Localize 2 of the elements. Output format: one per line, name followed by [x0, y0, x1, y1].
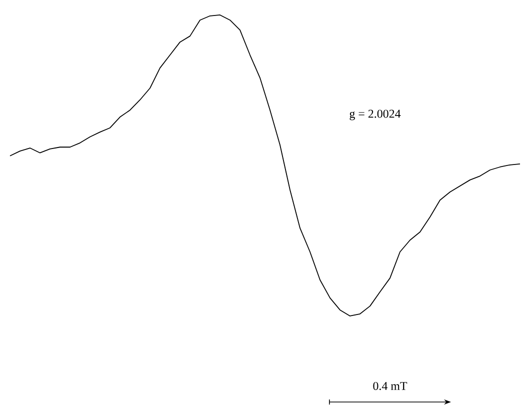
annotation: g = 2.0024 — [350, 110, 401, 120]
text: 0.4 mT — [373, 382, 408, 390]
